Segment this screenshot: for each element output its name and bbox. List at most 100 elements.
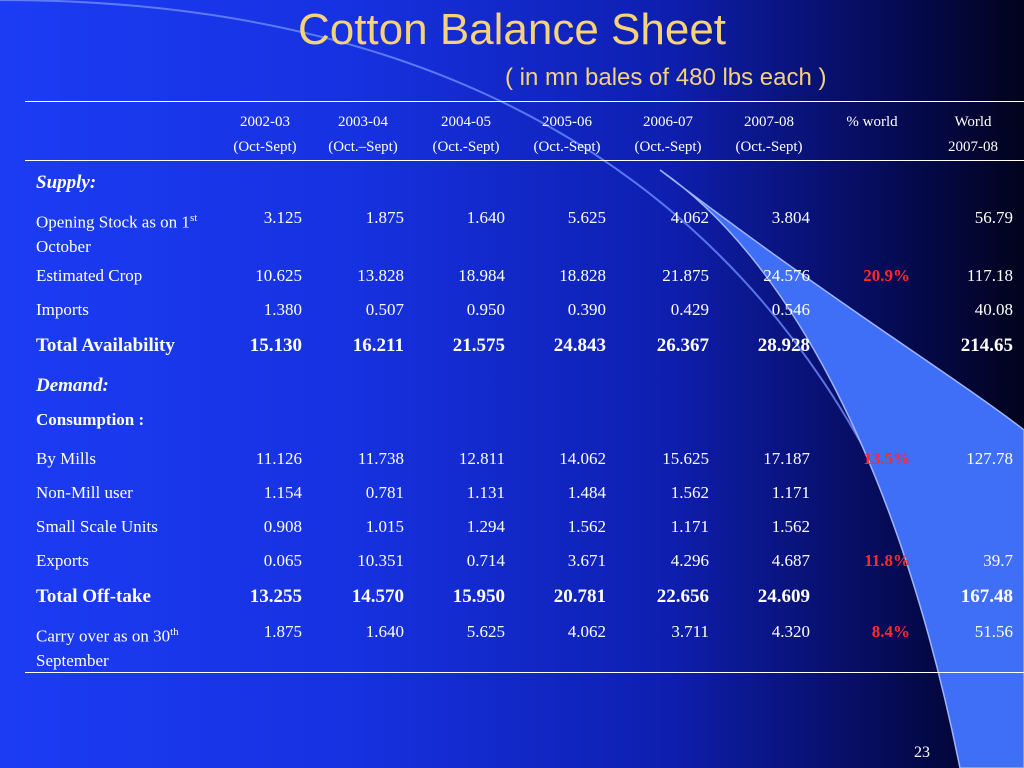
label-text: October [36,236,91,256]
row-label: Exports [36,551,89,570]
cell: 1.875 [365,208,404,227]
decorative-curve-thin [0,0,901,521]
cell: 1.131 [466,483,505,502]
cell: 5.625 [466,622,505,641]
cell: 1.562 [771,517,810,536]
column-header-period: (Oct.-Sept) [634,139,702,155]
cell: 0.950 [466,300,505,319]
column-header-period: 2007-08 [948,139,998,155]
cell: 4.296 [670,551,709,570]
cell: 18.828 [559,266,606,285]
cell: 3.125 [263,208,302,227]
column-header-2003-04: 2003-04 (Oct.–Sept) [317,110,409,160]
cell: 0.546 [771,300,810,319]
slide-subtitle: ( in mn bales of 480 lbs each ) [505,64,827,91]
column-header-percent-world: % world [826,110,918,135]
column-header-year: 2006-07 [643,114,693,130]
cell: 20.781 [553,586,606,607]
column-header-year: 2003-04 [338,114,388,130]
cell: 1.380 [263,300,302,319]
row-label: Total Availability [36,335,175,356]
cell: 1.875 [263,622,302,641]
subsection-consumption: Consumption : [36,410,145,429]
cell: 0.714 [466,551,505,570]
cell: 1.562 [567,517,606,536]
ordinal-suffix: st [189,212,198,224]
cell: 15.950 [452,586,505,607]
cell-percent: 13.5% [863,449,910,468]
row-label: By Mills [36,449,96,468]
cell: 18.984 [458,266,505,285]
slide-title: Cotton Balance Sheet [297,5,727,54]
row-label: Total Off-take [36,586,151,607]
cell: 0.507 [365,300,404,319]
cell: 24.843 [553,335,606,356]
cell: 0.781 [365,483,404,502]
table-top-rule [25,101,1024,102]
decorative-wedge [659,169,1024,768]
cell: 39.7 [983,551,1013,570]
row-label: Opening Stock as on 1st October [36,206,216,259]
cell: 16.211 [352,335,404,356]
column-header-year: 2002-03 [240,114,290,130]
cell: 40.08 [974,300,1013,319]
cell: 214.65 [960,335,1013,356]
column-header-year: 2007-08 [744,114,794,130]
column-header-2006-07: 2006-07 (Oct.-Sept) [622,110,714,160]
cell: 3.711 [671,622,709,641]
ordinal-suffix: th [170,626,179,638]
cell: 3.671 [567,551,606,570]
cell: 17.187 [763,449,810,468]
cell: 4.062 [567,622,606,641]
cell: 4.062 [670,208,709,227]
column-header-period: (Oct.–Sept) [328,139,398,155]
column-header-year: % world [846,114,898,130]
cell: 1.171 [771,483,810,502]
cell: 15.130 [249,335,302,356]
cell: 14.062 [559,449,606,468]
cell: 26.367 [656,335,709,356]
cell-percent: 20.9% [863,266,910,285]
column-header-2004-05: 2004-05 (Oct.-Sept) [420,110,512,160]
column-header-2002-03: 2002-03 (Oct-Sept) [219,110,311,160]
column-header-2005-06: 2005-06 (Oct.-Sept) [521,110,613,160]
cell: 3.804 [771,208,810,227]
page-number: 23 [914,744,930,761]
cell: 1.640 [466,208,505,227]
header-bottom-rule [25,160,1024,161]
cell: 51.56 [974,622,1013,641]
cell: 1.562 [670,483,709,502]
cell: 0.429 [670,300,709,319]
cell: 22.656 [656,586,709,607]
column-header-period: (Oct.-Sept) [432,139,500,155]
column-header-period: (Oct.-Sept) [533,139,601,155]
row-label: Non-Mill user [36,483,133,502]
column-header-world: World 2007-08 [927,110,1019,160]
cell: 24.609 [757,586,810,607]
section-supply: Supply: [36,172,97,193]
cell: 11.126 [255,449,302,468]
cell-percent: 11.8% [864,551,910,570]
cell-percent: 8.4% [871,622,910,641]
cell: 21.875 [662,266,709,285]
cell: 127.78 [966,449,1013,468]
column-header-period: (Oct.-Sept) [735,139,803,155]
label-text: Opening Stock as on 1 [36,212,190,232]
cell: 13.255 [249,586,302,607]
cell: 10.351 [357,551,404,570]
cell: 13.828 [357,266,404,285]
cell: 1.171 [670,517,709,536]
cell: 4.320 [771,622,810,641]
column-header-year: 2005-06 [542,114,592,130]
row-label: Small Scale Units [36,517,158,536]
column-header-year: World [954,114,992,130]
section-demand: Demand: [36,375,109,396]
cell: 1.640 [365,622,404,641]
cell: 4.687 [771,551,810,570]
cell: 117.18 [966,266,1013,285]
cell: 10.625 [255,266,302,285]
cell: 15.625 [662,449,709,468]
column-header-2007-08: 2007-08 (Oct.-Sept) [723,110,815,160]
cell: 5.625 [567,208,606,227]
